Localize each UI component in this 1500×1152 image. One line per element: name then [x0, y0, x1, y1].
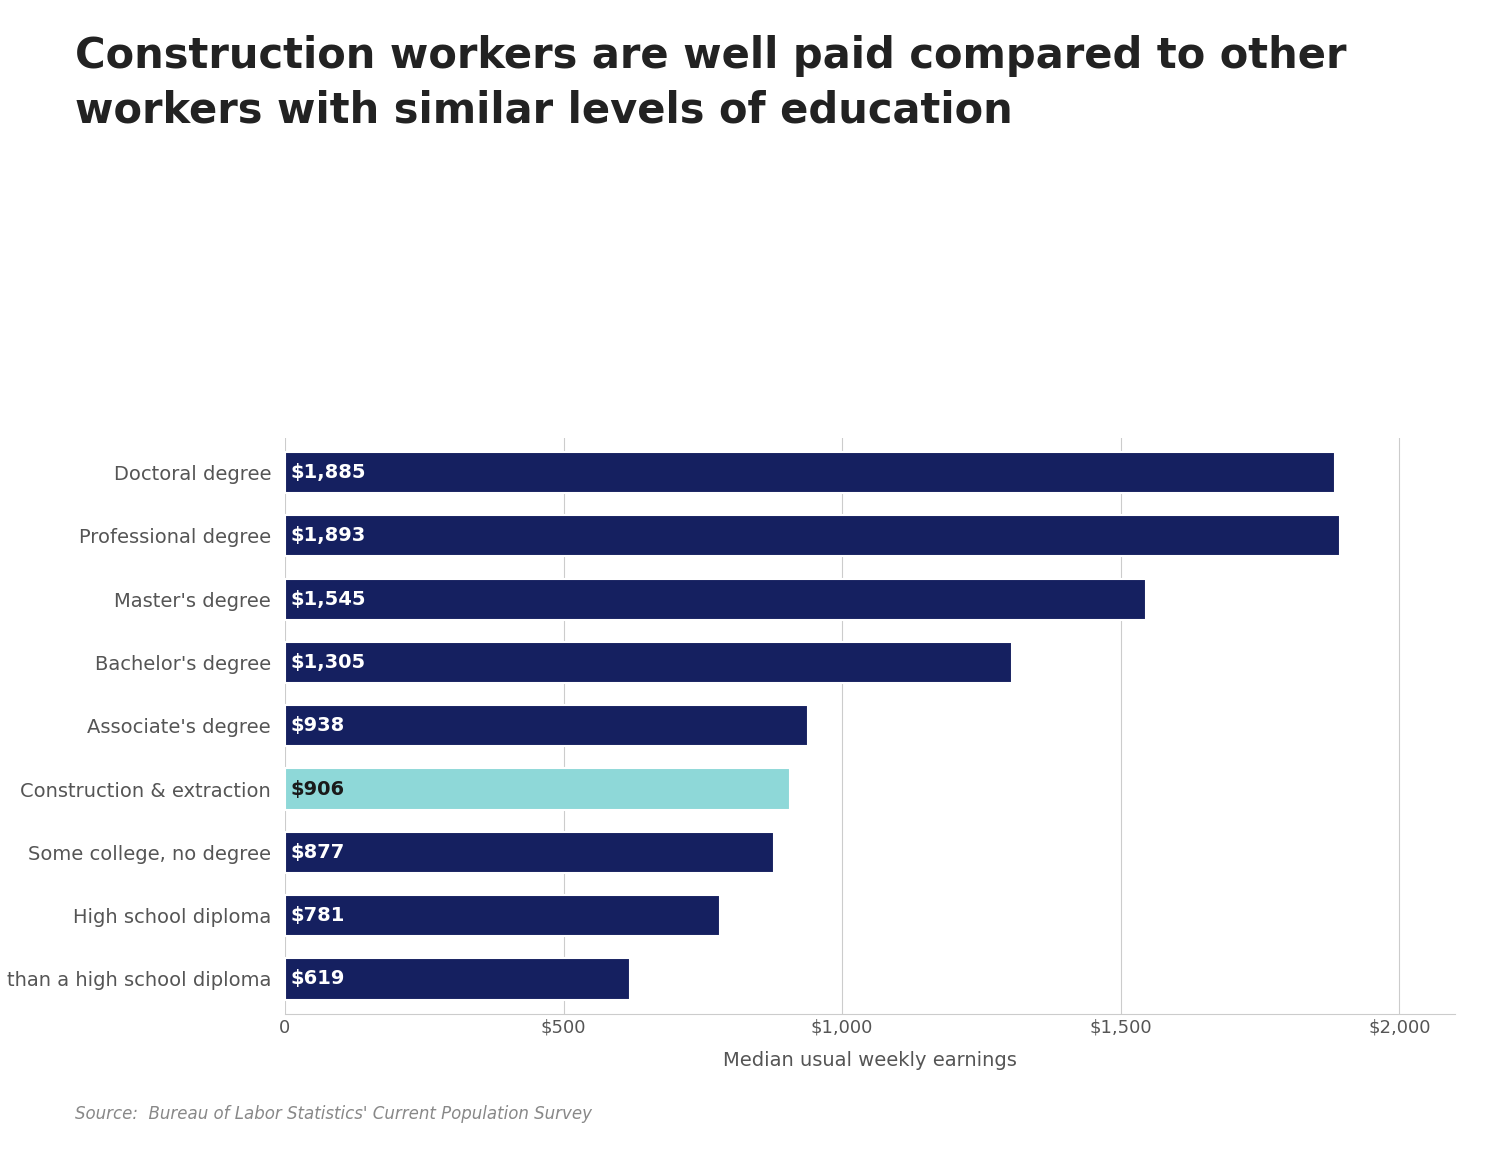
Text: $1,545: $1,545 [291, 590, 366, 608]
Bar [285, 895, 720, 937]
Text: Source:  Bureau of Labor Statistics' Current Population Survey: Source: Bureau of Labor Statistics' Curr… [75, 1105, 592, 1123]
Bar [285, 578, 1146, 620]
Bar [285, 642, 1013, 683]
Bar [285, 832, 774, 873]
Text: $906: $906 [291, 780, 345, 798]
Text: $938: $938 [291, 717, 345, 735]
Bar [285, 768, 790, 810]
Bar [285, 452, 1335, 493]
Text: $877: $877 [291, 843, 345, 862]
Text: $1,885: $1,885 [291, 463, 366, 482]
Text: $1,893: $1,893 [291, 526, 366, 545]
Bar [285, 958, 630, 1000]
Text: Construction workers are well paid compared to other
workers with similar levels: Construction workers are well paid compa… [75, 35, 1347, 131]
Text: $619: $619 [291, 970, 345, 988]
Bar [285, 515, 1340, 556]
X-axis label: Median usual weekly earnings: Median usual weekly earnings [723, 1051, 1017, 1069]
Bar [285, 705, 807, 746]
Text: $1,305: $1,305 [291, 653, 366, 672]
Text: $781: $781 [291, 907, 345, 925]
